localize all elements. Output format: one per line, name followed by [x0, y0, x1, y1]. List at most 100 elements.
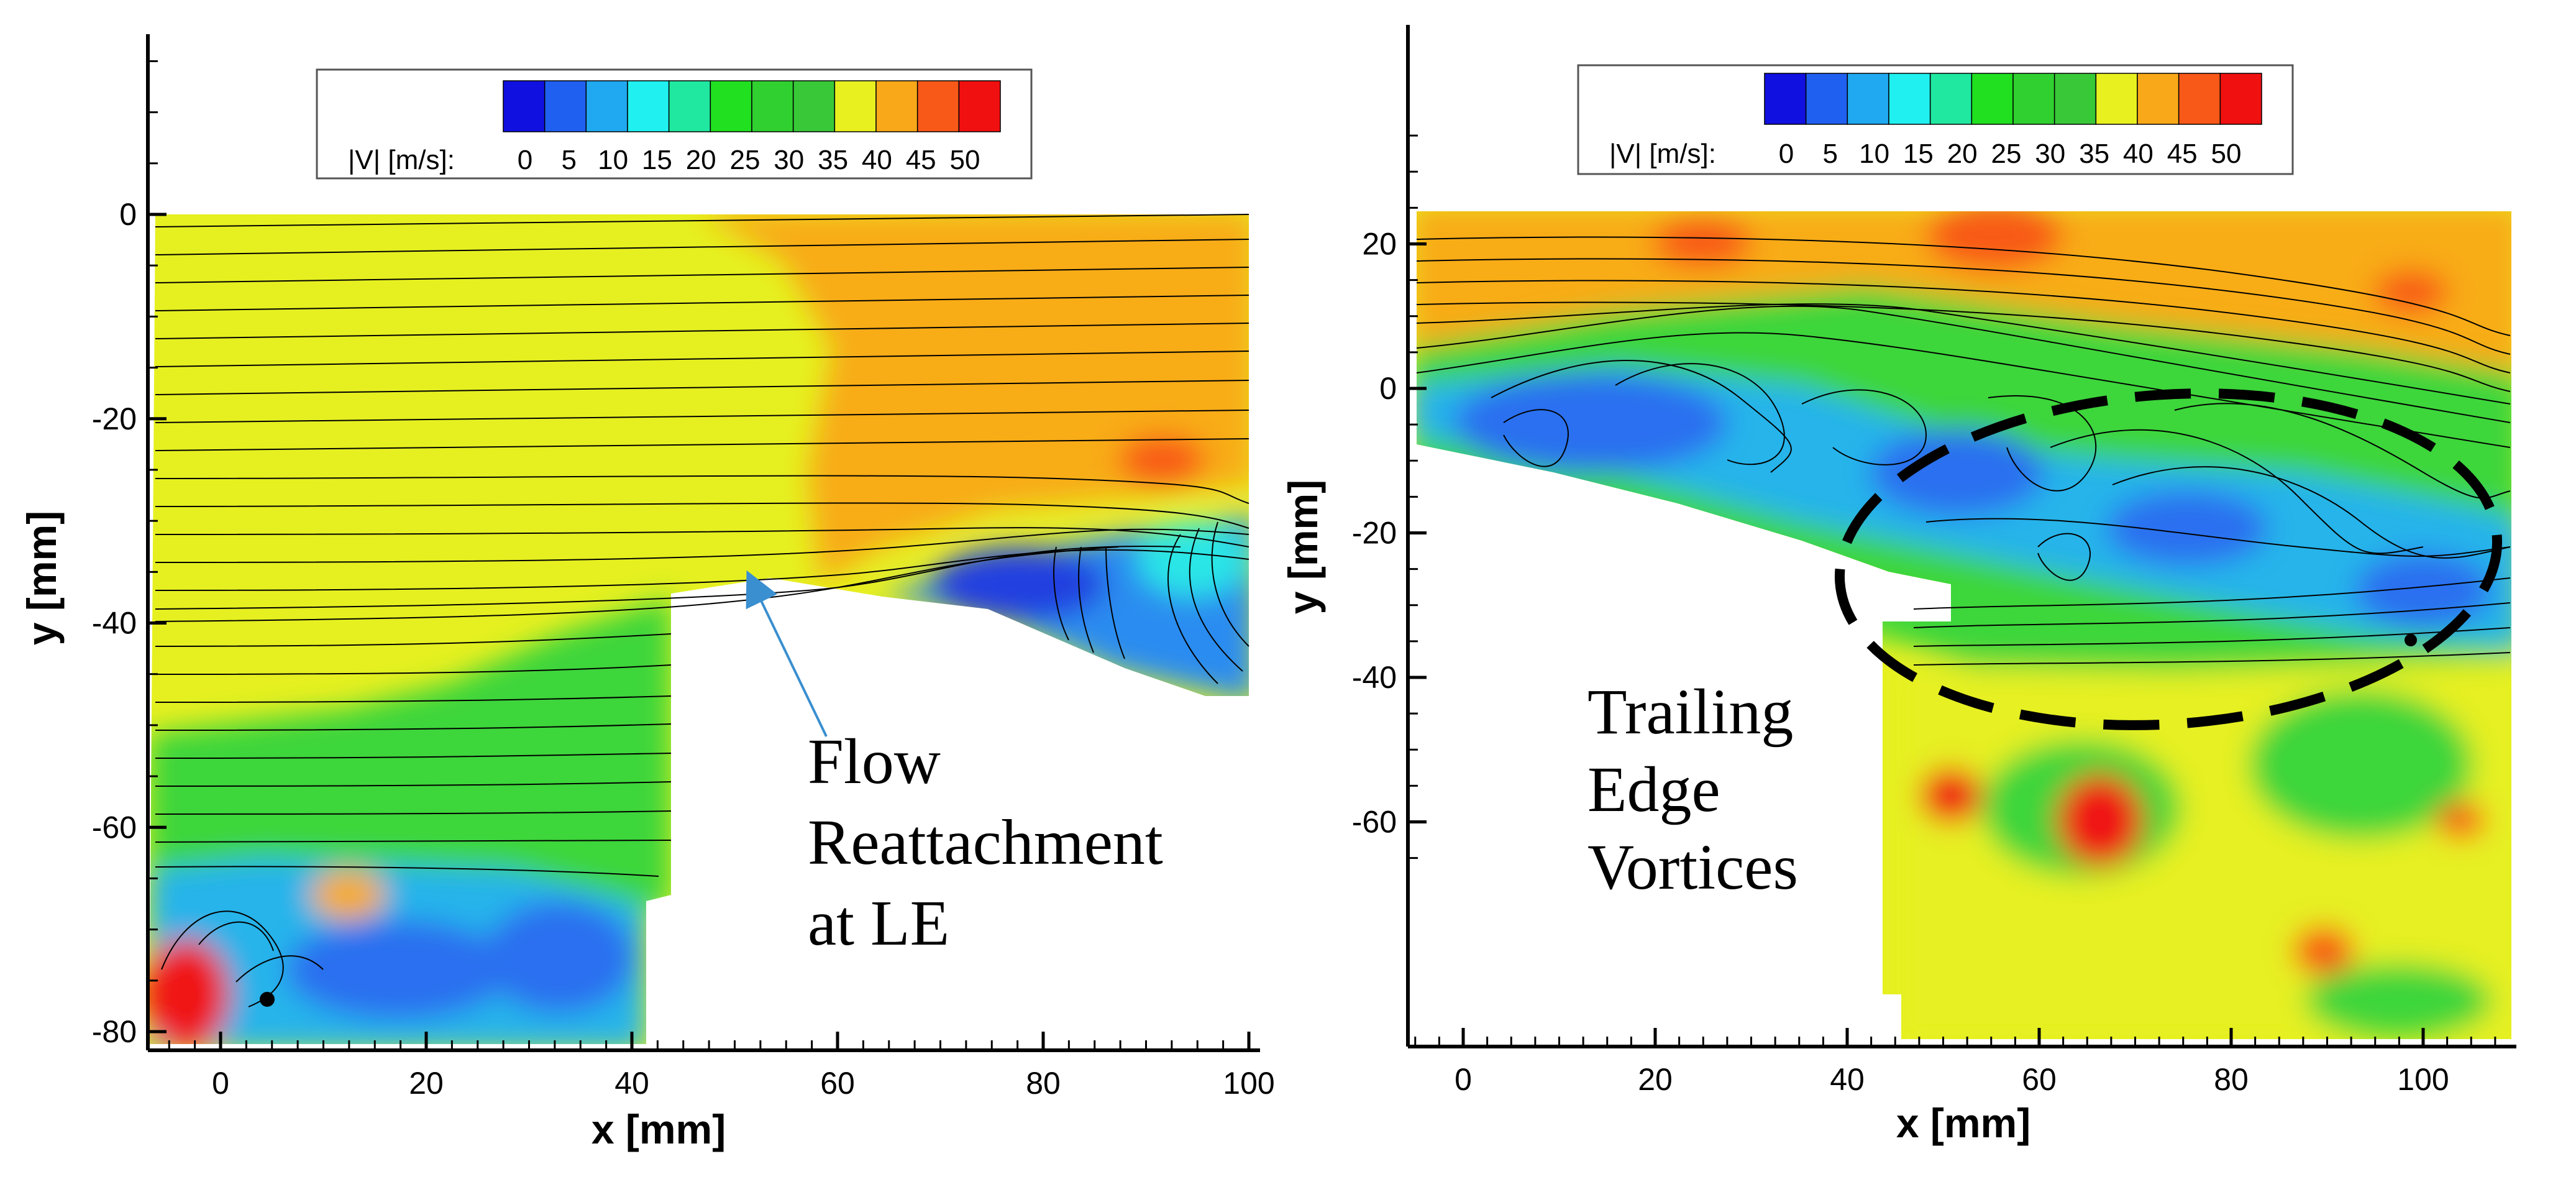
colorbar-tick-label: 5 [562, 145, 577, 175]
left-contour-field [149, 214, 1249, 1044]
y-tick-label: -60 [92, 810, 137, 845]
right-plot: 0 20 40 60 80 100 200-20-40-60 x [mm] y [mm] … [1280, 25, 2516, 1146]
colorbar-swatch [1847, 73, 1889, 125]
colorbar-tick-label: 50 [2211, 139, 2241, 169]
colorbar-swatch [1929, 73, 1973, 125]
x-tick-label: 20 [1638, 1062, 1673, 1097]
colorbar-tick-label: 35 [818, 145, 848, 175]
left-x-ticks: 0 20 40 60 80 100 [168, 1032, 1275, 1101]
colorbar-tick-label: 25 [730, 145, 760, 175]
colorbar-swatch [958, 80, 1001, 132]
colorbar-tick-label: 45 [2167, 139, 2198, 169]
y-tick-label: 0 [119, 197, 137, 232]
colorbar-swatch [1971, 73, 2014, 125]
right-vortex-core [2405, 634, 2417, 646]
colorbar-swatch [710, 80, 752, 132]
y-tick-label: -40 [92, 606, 137, 641]
x-tick-label: 40 [1830, 1062, 1865, 1097]
colorbar-swatch [2053, 73, 2097, 125]
left-annotation-arrow [746, 570, 828, 737]
colorbar-swatch [2095, 73, 2138, 125]
left-annotation-line-3: at LE [808, 887, 949, 959]
y-tick-label: -40 [1352, 660, 1397, 695]
x-tick-label: 60 [2022, 1062, 2057, 1097]
x-tick-label: 0 [1455, 1062, 1472, 1097]
y-tick-label: 20 [1362, 227, 1397, 262]
colorbar-tick-label: 50 [949, 145, 980, 175]
y-tick-label: -80 [92, 1014, 137, 1049]
right-contour-field [1417, 211, 2511, 1039]
left-y-ticks: 0 -20 -40 -60 -80 [92, 60, 167, 1049]
right-vortex-highlight-ellipse [1834, 388, 2503, 730]
colorbar-tick-label: 20 [1947, 139, 1978, 169]
right-colorbar-label: |V| [m/s]: [1609, 139, 1716, 169]
x-tick-label: 80 [1026, 1066, 1061, 1101]
y-tick-label: -20 [92, 401, 137, 436]
colorbar-swatch [792, 80, 836, 132]
y-tick-label: -20 [1352, 516, 1397, 551]
colorbar-swatch [2012, 73, 2055, 125]
left-annotation-line-2: Reattachment [808, 807, 1163, 878]
colorbar-tick-label: 15 [1903, 139, 1934, 169]
left-plot: 0 20 40 60 80 100 0-20-40-60-80 x [mm] y [mm]… [19, 34, 1275, 1152]
left-annotation: Flow Reattachment at LE [746, 570, 1163, 959]
colorbar-tick-label: 10 [598, 145, 628, 175]
colorbar-swatch [1805, 73, 1848, 125]
right-y-axis-title: y [mm] [1280, 480, 1326, 614]
x-tick-label: 40 [614, 1066, 649, 1101]
colorbar-tick-label: 5 [1823, 139, 1838, 169]
colorbar-tick-label: 40 [2123, 139, 2154, 169]
right-colorbar: 0 5 10 15 20 25 30 35 40 45 50 [1764, 73, 2262, 169]
left-legend: 0 5 10 15 20 25 30 35 40 45 50 |V| [m/s]: [316, 68, 1033, 180]
right-legend: 0 5 10 15 20 25 30 35 40 45 50 |V| [m/s]: [1577, 64, 2294, 175]
colorbar-tick-label: 0 [518, 145, 532, 175]
right-annotation-line-1: Trailing [1587, 676, 1793, 748]
colorbar-swatch [585, 80, 628, 132]
colorbar-tick-label: 35 [2079, 139, 2109, 169]
left-x-axis-title: x [mm] [591, 1106, 726, 1152]
right-y-ticks: 20 0 -20 -40 -60 [1352, 134, 1427, 859]
right-x-axis-title: x [mm] [1896, 1100, 2030, 1146]
right-annotation-line-3: Vortices [1587, 832, 1798, 903]
colorbar-swatch [503, 80, 546, 132]
colorbar-swatch [627, 80, 670, 132]
left-axes [146, 34, 1260, 1052]
colorbar-tick-label: 20 [686, 145, 716, 175]
right-axes [1406, 25, 2516, 1048]
colorbar-swatch [834, 80, 877, 132]
right-streamlines [1416, 236, 2511, 666]
colorbar-swatch [2219, 73, 2262, 125]
colorbar-swatch [544, 80, 587, 132]
colorbar-swatch [916, 80, 960, 132]
left-colorbar: 0 5 10 15 20 25 30 35 40 45 50 [503, 80, 1001, 175]
left-annotation-line-1: Flow [808, 726, 941, 797]
right-annotation: Trailing Edge Vortices [1587, 676, 1798, 903]
colorbar-swatch [2178, 73, 2221, 125]
left-colorbar-label: |V| [m/s]: [348, 145, 455, 175]
colorbar-tick-label: 30 [2035, 139, 2065, 169]
colorbar-swatch [1888, 73, 1931, 125]
y-tick-label: 0 [1379, 371, 1397, 406]
x-tick-label: 20 [409, 1066, 444, 1101]
x-tick-label: 100 [2397, 1062, 2449, 1097]
right-annotation-line-2: Edge [1587, 754, 1720, 825]
colorbar-swatch [2137, 73, 2180, 125]
colorbar-tick-label: 40 [862, 145, 892, 175]
colorbar-tick-label: 25 [1991, 139, 2022, 169]
colorbar-swatch [1764, 73, 1807, 125]
colorbar-swatch [751, 80, 794, 132]
colorbar-swatch [668, 80, 711, 132]
colorbar-tick-label: 45 [906, 145, 936, 175]
colorbar-swatch [875, 80, 918, 132]
colorbar-tick-label: 30 [774, 145, 804, 175]
x-tick-label: 80 [2214, 1062, 2249, 1097]
right-x-ticks: 0 20 40 60 80 100 [1414, 1028, 2496, 1097]
y-tick-label: -60 [1352, 805, 1397, 840]
left-y-axis-title: y [mm] [19, 511, 65, 645]
left-vortex-core [260, 992, 275, 1007]
x-tick-label: 0 [212, 1066, 229, 1101]
colorbar-tick-label: 10 [1859, 139, 1889, 169]
x-tick-label: 100 [1223, 1066, 1274, 1101]
x-tick-label: 60 [820, 1066, 855, 1101]
